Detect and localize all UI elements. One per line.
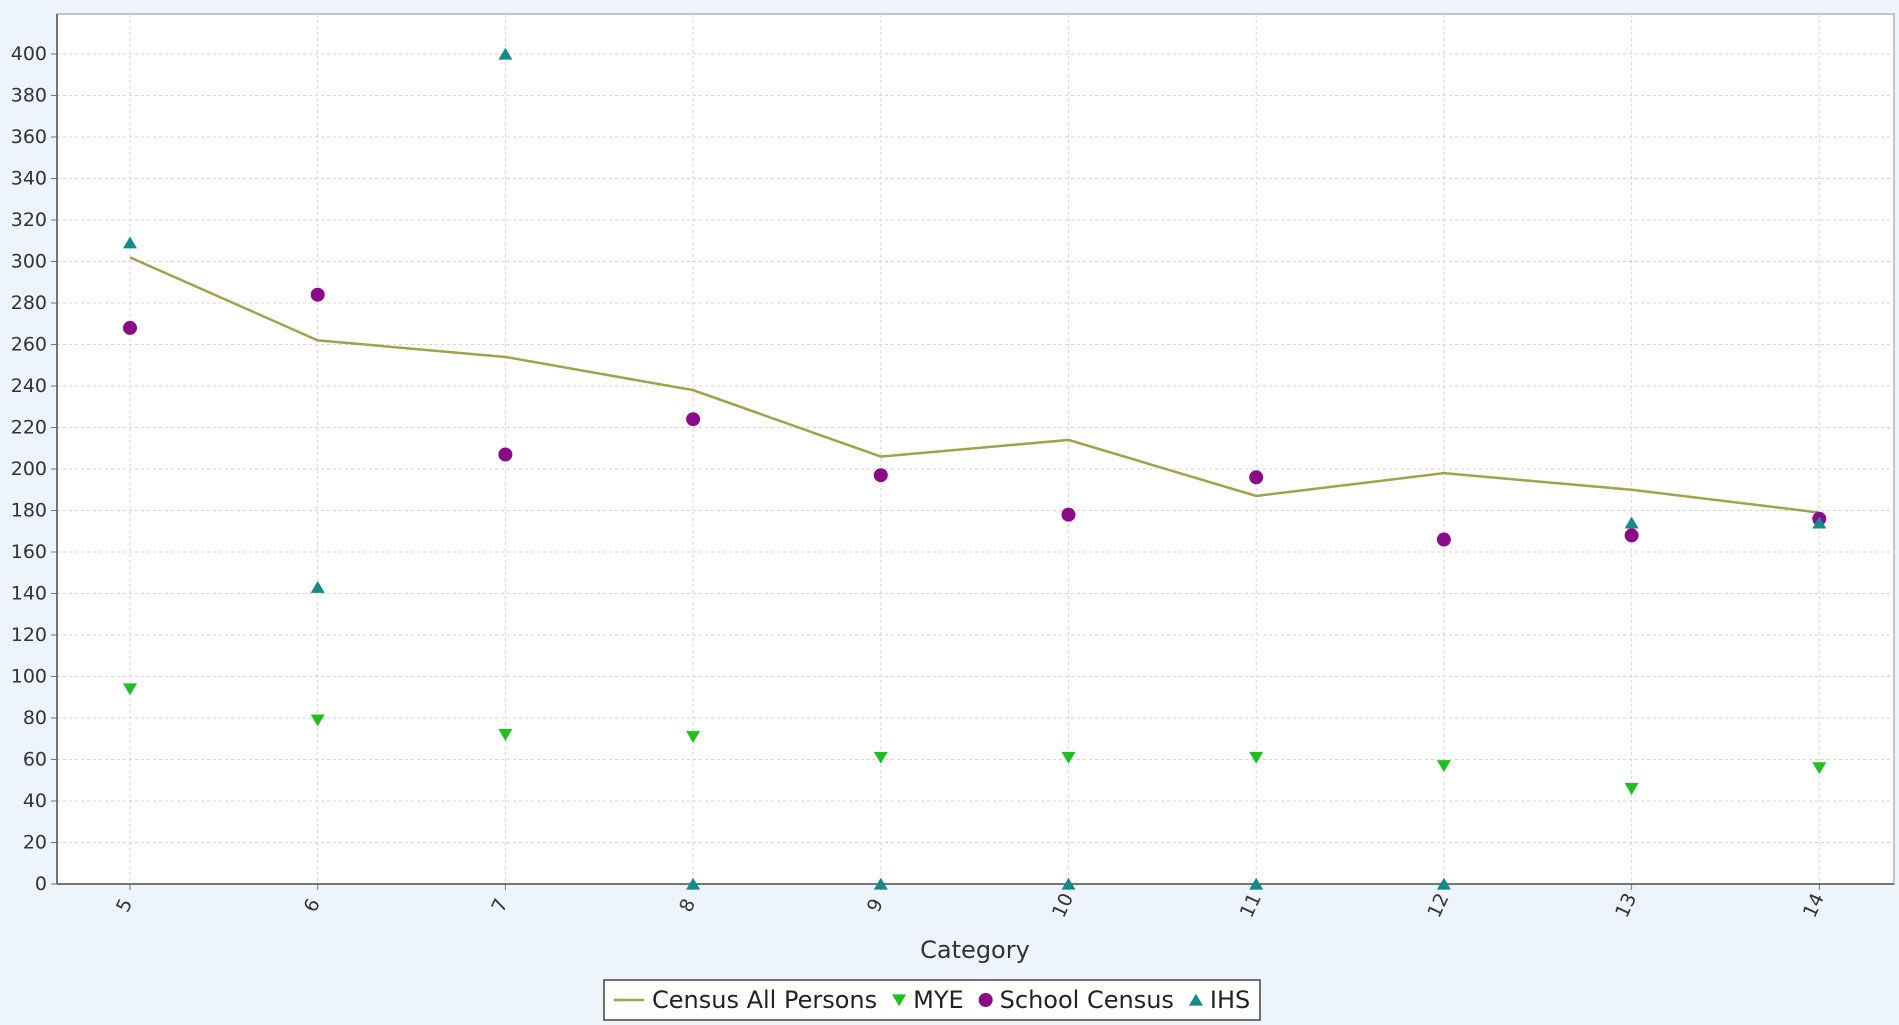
- legend-item: School Census: [978, 986, 1174, 1014]
- y-tick-label: 180: [11, 500, 47, 522]
- legend-label: School Census: [1000, 986, 1174, 1014]
- y-tick-label: 360: [11, 126, 47, 148]
- legend-label: MYE: [913, 986, 964, 1014]
- y-tick-label: 40: [23, 790, 47, 812]
- series-ihs: [123, 47, 1827, 890]
- data-point: [498, 729, 513, 741]
- data-point: [123, 683, 137, 696]
- y-tick-label: 0: [35, 873, 47, 895]
- y-tick-label: 140: [11, 583, 47, 605]
- x-tick-label: 8: [675, 895, 700, 915]
- legend-item: MYE: [892, 986, 964, 1014]
- x-tick-label: 10: [1048, 890, 1078, 921]
- data-point: [1624, 528, 1639, 543]
- data-point: [123, 236, 137, 249]
- data-point: [686, 412, 701, 427]
- x-axis-label: Category: [920, 936, 1030, 964]
- data-point: [1436, 760, 1451, 773]
- x-tick-label: 6: [300, 895, 325, 915]
- y-tick-label: 160: [11, 541, 47, 563]
- y-tick-label: 20: [23, 832, 47, 854]
- data-point: [686, 731, 701, 743]
- y-tick-label: 60: [23, 749, 47, 771]
- series-layer: [123, 47, 1827, 890]
- data-point: [873, 468, 888, 483]
- data-point: [1061, 877, 1076, 890]
- y-tick-label: 80: [23, 707, 47, 729]
- data-point: [310, 580, 325, 593]
- y-tick-label: 240: [11, 375, 47, 397]
- legend-marker-swatch: [892, 994, 907, 1007]
- y-tick-label: 280: [11, 292, 47, 314]
- data-point: [1436, 532, 1451, 547]
- legend-label: Census All Persons: [652, 986, 877, 1014]
- data-point: [1061, 507, 1076, 522]
- data-point: [1624, 782, 1639, 795]
- series-mye: [123, 683, 1827, 795]
- y-tick-label: 400: [11, 43, 47, 65]
- legend-marker-swatch: [1188, 993, 1203, 1006]
- data-point: [498, 47, 513, 60]
- data-point: [1812, 516, 1827, 529]
- data-point: [1436, 877, 1451, 890]
- legend-box: [603, 979, 1261, 1021]
- data-point: [310, 287, 325, 302]
- x-tick-label: 13: [1611, 890, 1641, 921]
- data-point: [686, 877, 701, 890]
- y-tick-label: 120: [11, 624, 47, 646]
- data-point: [1249, 877, 1264, 890]
- y-tick-label: 200: [11, 458, 47, 480]
- legend-item: Census All Persons: [614, 986, 877, 1014]
- x-tick-label: 9: [863, 895, 888, 915]
- y-tick-label: 380: [11, 85, 47, 107]
- x-tick-label: 14: [1799, 890, 1829, 921]
- y-tick-label: 220: [11, 417, 47, 439]
- y-tick-label: 260: [11, 334, 47, 356]
- data-point: [873, 877, 888, 890]
- series-school-census: [123, 287, 1827, 547]
- y-axis: 0 20 40 60 80 100 120 140 160 180 200 220 240 260 280 3…: [11, 14, 58, 895]
- legend-item: IHS: [1188, 986, 1250, 1014]
- data-point: [1624, 516, 1639, 529]
- data-point: [498, 447, 513, 462]
- y-tick-label: 340: [11, 168, 47, 190]
- legend-marker-swatch: [978, 993, 993, 1007]
- y-tick-label: 320: [11, 209, 47, 231]
- legend: Census All Persons MYE School Census IHS: [603, 979, 1261, 1021]
- series-census-all-persons: [129, 256, 1820, 514]
- x-tick-label: 7: [487, 895, 512, 915]
- data-point: [310, 714, 325, 727]
- y-tick-label: 100: [11, 666, 47, 688]
- data-point: [873, 751, 888, 764]
- data-point: [1812, 762, 1827, 775]
- data-point: [1061, 751, 1076, 764]
- data-point: [1249, 751, 1264, 764]
- data-point: [123, 320, 137, 335]
- legend-label: IHS: [1210, 986, 1250, 1014]
- series-line: [129, 256, 1820, 514]
- x-tick-label: 12: [1423, 890, 1453, 921]
- x-axis: 5 6 7 8 9 10 11 12 13 14: [57, 883, 1894, 921]
- x-tick-label: 5: [112, 895, 137, 915]
- x-tick-label: 11: [1236, 890, 1266, 921]
- y-tick-label: 300: [11, 251, 47, 273]
- data-point: [1249, 470, 1264, 485]
